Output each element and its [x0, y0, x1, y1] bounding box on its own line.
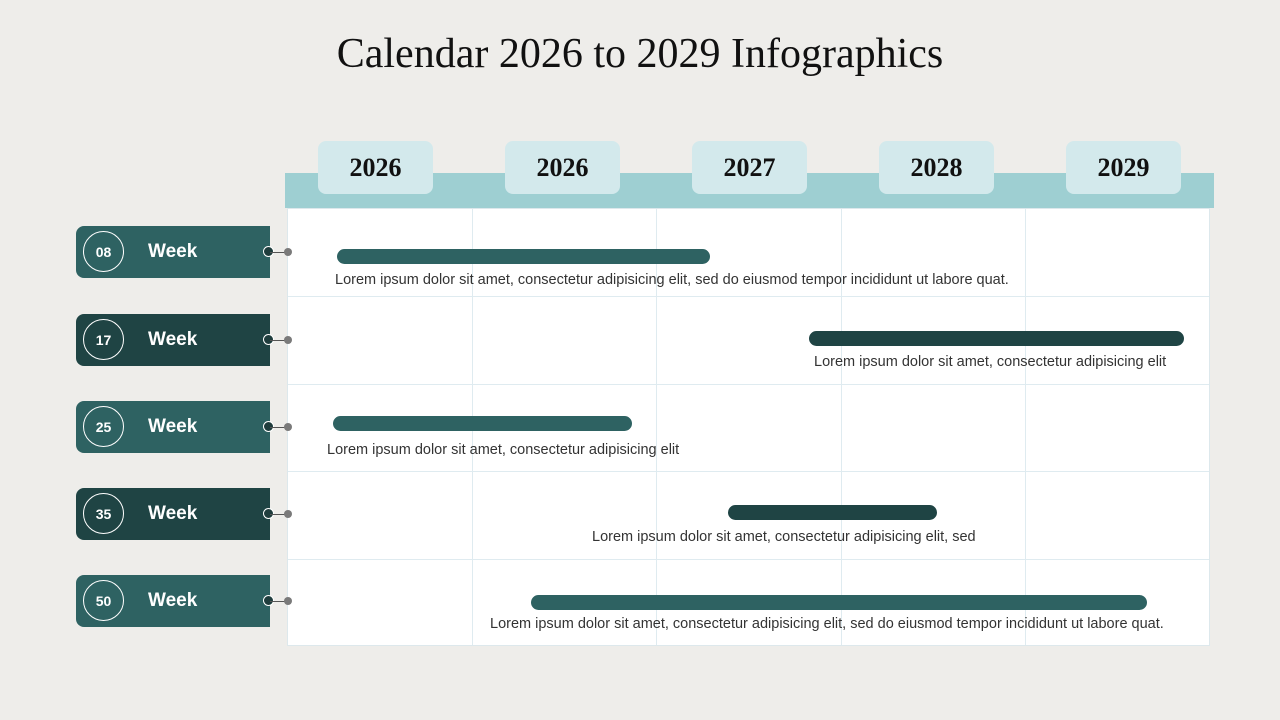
connector-dot — [263, 334, 274, 345]
year-tab-3: 2027 — [692, 141, 807, 194]
connector-line — [270, 601, 289, 602]
grid-row-divider — [288, 559, 1209, 560]
grid-column-divider — [656, 209, 657, 645]
week-label-2: 17 Week — [76, 314, 270, 366]
row-description-4: Lorem ipsum dolor sit amet, consectetur … — [592, 529, 976, 545]
week-number-badge: 17 — [83, 319, 124, 360]
connector-dot — [263, 595, 274, 606]
timeline-bar-4 — [728, 505, 937, 520]
connector-end-dot — [284, 510, 292, 518]
grid-column-divider — [1025, 209, 1026, 645]
grid-row-divider — [288, 471, 1209, 472]
connector-dot — [263, 508, 274, 519]
grid-row-divider — [288, 384, 1209, 385]
connector-dot — [263, 421, 274, 432]
week-label-4: 35 Week — [76, 488, 270, 540]
connector-end-dot — [284, 423, 292, 431]
timeline-bar-1 — [336, 249, 710, 264]
week-label-1: 08 Week — [76, 226, 270, 278]
grid-column-divider — [841, 209, 842, 645]
week-text: Week — [148, 241, 198, 262]
week-label-3: 25 Week — [76, 401, 270, 453]
connector-line — [270, 427, 289, 428]
week-text: Week — [148, 416, 198, 437]
page-title: Calendar 2026 to 2029 Infographics — [336, 31, 944, 77]
connector-line — [270, 514, 289, 515]
connector-line — [270, 340, 289, 341]
connector-line — [270, 252, 289, 253]
grid-row-divider — [288, 296, 1209, 297]
week-number-badge: 25 — [83, 406, 124, 447]
row-description-1: Lorem ipsum dolor sit amet, consectetur … — [335, 272, 1009, 288]
week-number-badge: 08 — [83, 231, 124, 272]
connector-end-dot — [284, 248, 292, 256]
row-description-3: Lorem ipsum dolor sit amet, consectetur … — [327, 442, 680, 458]
connector-dot — [263, 246, 274, 257]
week-label-5: 50 Week — [76, 575, 270, 627]
week-number-badge: 50 — [83, 580, 124, 621]
week-number-badge: 35 — [83, 493, 124, 534]
week-text: Week — [148, 590, 198, 611]
connector-end-dot — [284, 336, 292, 344]
year-tab-1: 2026 — [318, 141, 433, 194]
year-tab-4: 2028 — [879, 141, 994, 194]
timeline-bar-2 — [809, 331, 1185, 346]
week-text: Week — [148, 329, 198, 350]
row-description-2: Lorem ipsum dolor sit amet, consectetur … — [814, 354, 1167, 370]
week-text: Week — [148, 503, 198, 524]
year-tab-5: 2029 — [1066, 141, 1181, 194]
connector-end-dot — [284, 597, 292, 605]
row-description-5: Lorem ipsum dolor sit amet, consectetur … — [490, 616, 1164, 632]
timeline-bar-5 — [530, 595, 1148, 610]
year-tab-2: 2026 — [505, 141, 620, 194]
timeline-bar-3 — [333, 416, 633, 431]
